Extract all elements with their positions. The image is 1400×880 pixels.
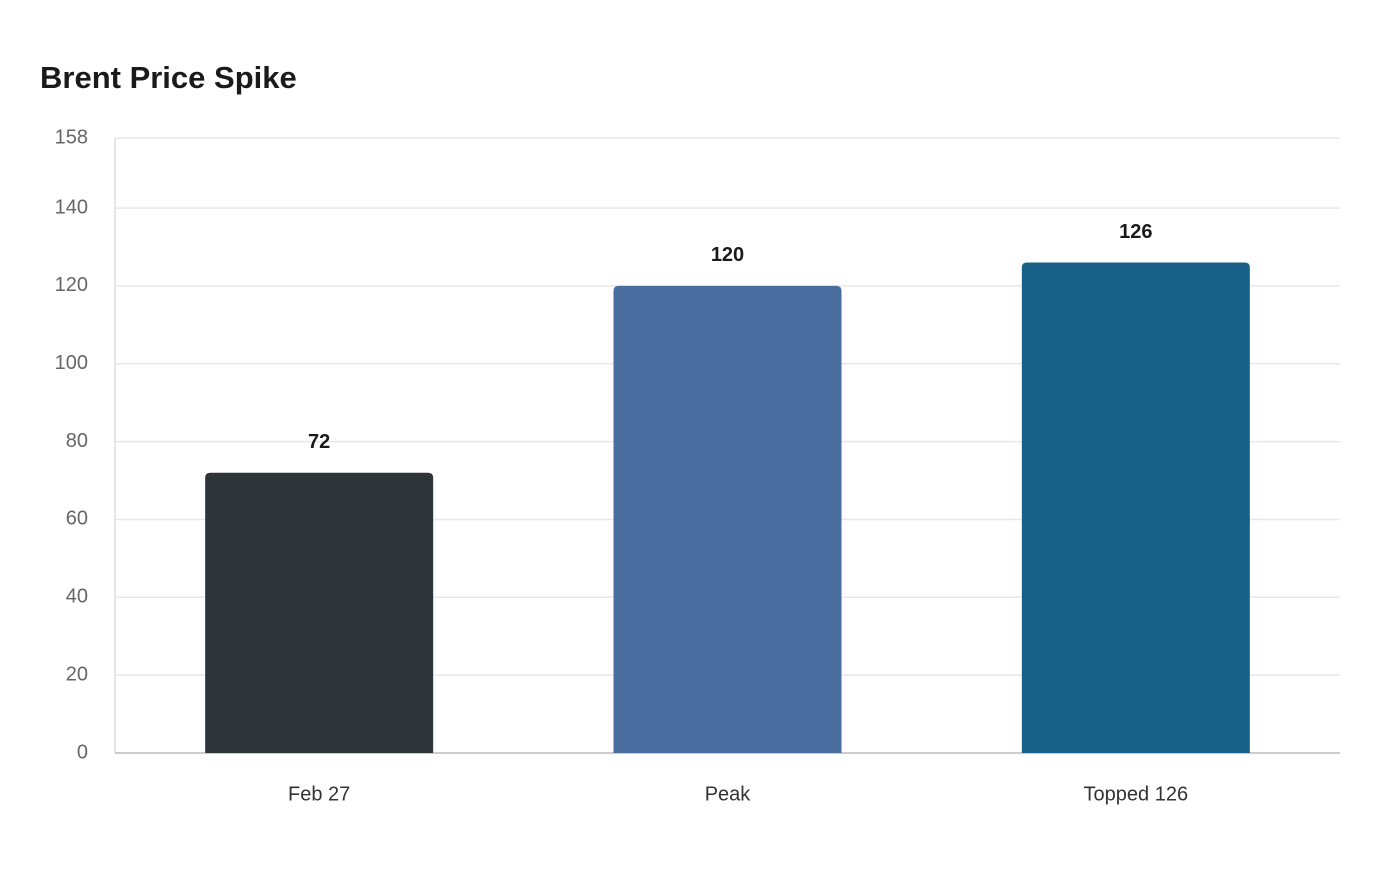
- y-tick-label: 0: [77, 741, 88, 763]
- y-tick-label: 140: [55, 196, 88, 218]
- bar: [205, 472, 434, 753]
- y-tick-label: 20: [66, 663, 88, 685]
- x-tick-label: Topped 126: [1084, 783, 1189, 805]
- y-tick-label: 60: [66, 508, 88, 530]
- y-tick-label: 80: [66, 430, 88, 452]
- x-tick-label: Feb 27: [288, 783, 350, 805]
- bar: [1021, 262, 1250, 753]
- y-tick-label: 120: [55, 274, 88, 296]
- y-tick-label: 40: [66, 586, 88, 608]
- value-label: 126: [1119, 221, 1152, 243]
- chart-title: Brent Price Spike: [40, 60, 297, 95]
- value-label: 120: [711, 244, 744, 266]
- bar: [613, 285, 842, 753]
- y-tick-label: 158: [55, 126, 88, 148]
- value-label: 72: [308, 431, 330, 453]
- x-tick-label: Peak: [705, 783, 752, 805]
- y-tick-label: 100: [55, 352, 88, 374]
